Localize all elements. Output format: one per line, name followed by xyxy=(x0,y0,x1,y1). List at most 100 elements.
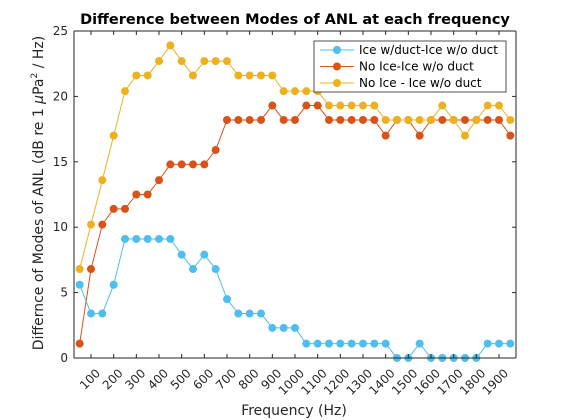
data-point xyxy=(415,115,424,124)
y-axis-label-suffix: / Hz) xyxy=(31,36,47,73)
data-point xyxy=(98,220,107,229)
data-point xyxy=(359,339,367,348)
data-point xyxy=(166,160,175,169)
data-point xyxy=(87,220,95,229)
data-point xyxy=(381,131,390,140)
data-point xyxy=(87,309,95,318)
data-point xyxy=(143,71,152,80)
series-layer xyxy=(75,41,515,362)
data-point xyxy=(279,323,288,332)
x-axis-label: Frequency (Hz) xyxy=(241,403,347,419)
data-point xyxy=(461,115,469,124)
y-tick-label: 20 xyxy=(53,89,68,103)
data-point xyxy=(336,101,345,110)
data-point xyxy=(302,101,311,110)
data-point xyxy=(415,131,424,140)
data-point xyxy=(132,71,141,80)
data-point xyxy=(121,87,129,96)
y-axis-label: Differnce of Modes of ANL (dB re 1 μPa2 … xyxy=(30,36,47,350)
data-point xyxy=(200,160,209,169)
data-point xyxy=(121,234,129,243)
data-point xyxy=(393,115,401,124)
data-point xyxy=(472,115,481,124)
data-point xyxy=(506,339,515,348)
legend: Ice w/duct-Ice w/o duct No Ice-Ice w/o du… xyxy=(313,40,507,93)
data-point xyxy=(98,176,107,185)
data-point xyxy=(325,101,333,110)
data-point xyxy=(189,265,197,274)
data-point xyxy=(189,71,197,80)
chart-title: Difference between Modes of ANL at each … xyxy=(80,12,510,28)
data-point xyxy=(506,131,515,140)
data-point xyxy=(257,71,265,80)
legend-entry: Ice w/duct-Ice w/o duct xyxy=(320,43,498,57)
data-point xyxy=(495,115,503,124)
y-axis-ticks: 0 5 10 15 20 25 xyxy=(53,24,516,365)
data-point xyxy=(200,250,209,259)
data-point xyxy=(75,265,84,274)
data-point xyxy=(268,101,277,110)
data-point xyxy=(121,204,129,213)
data-point xyxy=(381,115,390,124)
y-axis-label-main: Differnce of Modes of ANL (dB re 1 xyxy=(31,104,47,350)
data-point xyxy=(347,339,356,348)
data-point xyxy=(325,115,333,124)
data-point xyxy=(381,339,390,348)
data-point xyxy=(223,295,231,304)
data-point xyxy=(415,339,424,348)
data-point xyxy=(143,234,152,243)
data-point xyxy=(234,71,243,80)
legend-label: Ice w/duct-Ice w/o duct xyxy=(359,43,498,57)
data-point xyxy=(313,101,322,110)
data-point xyxy=(483,115,492,124)
data-point xyxy=(155,176,163,185)
data-point xyxy=(495,339,503,348)
data-point xyxy=(87,265,95,274)
data-point xyxy=(302,87,311,96)
data-point xyxy=(336,339,345,348)
data-point xyxy=(211,265,220,274)
y-tick-label: 5 xyxy=(60,286,68,300)
data-point xyxy=(234,115,243,124)
data-point xyxy=(245,309,254,318)
data-point xyxy=(211,146,220,155)
series-2 xyxy=(75,101,515,348)
data-point xyxy=(143,190,152,199)
data-point xyxy=(268,323,277,332)
data-point xyxy=(370,101,379,110)
data-point xyxy=(234,309,243,318)
series-1 xyxy=(75,234,515,362)
legend-marker xyxy=(333,46,341,54)
data-point xyxy=(257,115,265,124)
data-point xyxy=(506,115,515,124)
data-point xyxy=(449,115,458,124)
data-point xyxy=(177,160,186,169)
series-3 xyxy=(75,41,515,274)
data-point xyxy=(359,115,367,124)
data-point xyxy=(155,234,163,243)
y-tick-label: 10 xyxy=(53,220,68,234)
data-point xyxy=(370,339,379,348)
y-tick-label: 15 xyxy=(53,155,68,169)
data-point xyxy=(109,204,118,213)
data-point xyxy=(370,115,379,124)
data-point xyxy=(245,71,254,80)
data-point xyxy=(336,115,345,124)
data-point xyxy=(166,234,175,243)
data-point xyxy=(313,339,322,348)
data-point xyxy=(483,101,492,110)
legend-entry: No Ice-Ice w/o duct xyxy=(320,60,474,74)
data-point xyxy=(211,57,220,66)
data-point xyxy=(495,101,503,110)
data-point xyxy=(427,115,435,124)
data-point xyxy=(291,87,299,96)
y-axis-label-mu: μ xyxy=(31,95,47,105)
data-point xyxy=(109,131,118,140)
legend-entry: No Ice - Ice w/o duct xyxy=(320,76,482,90)
data-point xyxy=(189,160,197,169)
data-point xyxy=(483,339,492,348)
data-point xyxy=(438,115,447,124)
data-point xyxy=(438,101,447,110)
data-point xyxy=(223,57,231,66)
